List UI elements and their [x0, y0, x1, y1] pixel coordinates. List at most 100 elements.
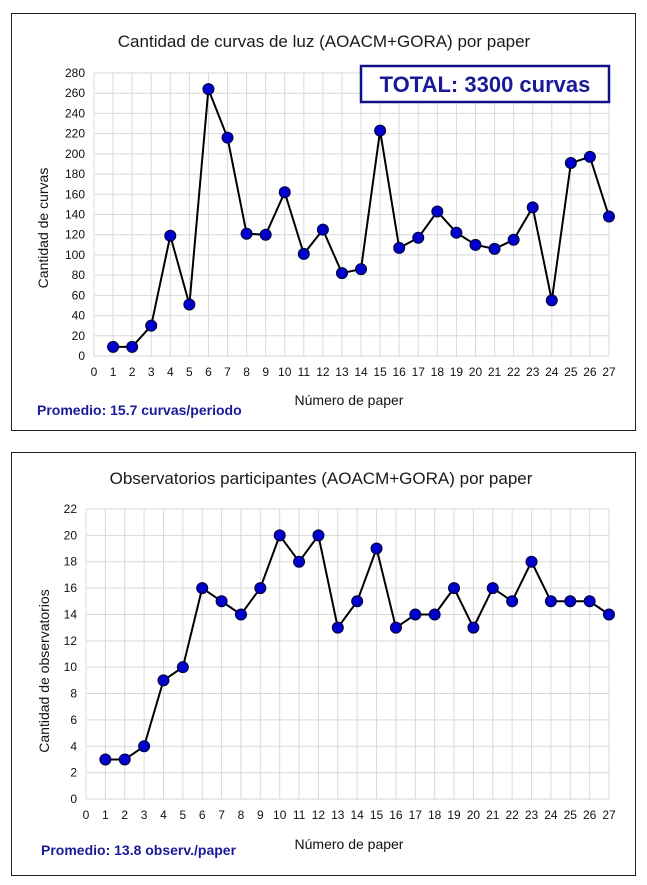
observatories-x-tick-label: 4	[160, 808, 167, 822]
curves-x-tick-label: 24	[545, 365, 559, 379]
observatories-point	[603, 608, 615, 621]
curves-point	[469, 238, 482, 251]
observatories-point	[564, 595, 577, 608]
observatories-y-tick-label: 20	[64, 528, 78, 542]
curves-point	[545, 294, 558, 307]
curves-x-tick-label: 0	[91, 365, 98, 379]
observatories-chart: Observatorios participantes (AOACM+GORA)…	[36, 469, 616, 858]
observatories-point	[293, 555, 306, 568]
observatories-y-tick-label: 22	[64, 502, 78, 516]
curves-x-tick-label: 27	[602, 365, 616, 379]
observatories-x-tick-label: 3	[141, 808, 148, 822]
observatories-y-tick-label: 0	[70, 792, 77, 806]
observatories-point	[138, 740, 151, 753]
curves-x-tick-label: 12	[316, 365, 330, 379]
observatories-x-tick-label: 23	[525, 808, 539, 822]
curves-point	[183, 298, 196, 311]
curves-x-tick-label: 25	[564, 365, 578, 379]
curves-y-tick-label: 240	[65, 106, 85, 120]
curves-chart-y-ticks: 0 20 40 60 80 100 120 140 160 180 200 220 240 260 280	[65, 66, 85, 363]
observatories-point	[176, 661, 189, 674]
observatories-x-tick-label: 25	[564, 808, 578, 822]
observatories-x-tick-label: 1	[102, 808, 109, 822]
curves-chart-title: Cantidad de curvas de luz (AOACM+GORA) p…	[118, 32, 531, 51]
observatories-x-tick-label: 16	[389, 808, 403, 822]
observatories-point	[448, 582, 461, 595]
observatories-point	[409, 608, 422, 621]
curves-y-tick-label: 0	[78, 349, 85, 363]
curves-y-tick-label: 100	[65, 248, 85, 262]
observatories-point	[370, 542, 383, 555]
observatories-point	[428, 608, 441, 621]
curves-point	[164, 229, 177, 242]
curves-point	[259, 228, 272, 241]
observatories-x-tick-label: 9	[257, 808, 264, 822]
curves-x-tick-label: 19	[450, 365, 464, 379]
curves-x-tick-label: 8	[243, 365, 250, 379]
curves-y-tick-label: 220	[65, 127, 85, 141]
curves-x-tick-label: 18	[431, 365, 445, 379]
curves-point	[107, 340, 120, 353]
curves-point	[583, 150, 596, 163]
curves-point	[507, 233, 520, 246]
curves-x-tick-label: 13	[335, 365, 349, 379]
observatories-x-tick-label: 19	[447, 808, 461, 822]
curves-point	[603, 210, 615, 223]
observatories-y-tick-label: 10	[64, 660, 78, 674]
observatories-point	[544, 595, 557, 608]
observatories-chart-y-label: Cantidad de observatorios	[36, 589, 52, 752]
curves-x-tick-label: 17	[412, 365, 426, 379]
observatories-y-tick-label: 4	[70, 739, 77, 753]
curves-y-tick-label: 60	[72, 288, 86, 302]
curves-chart-y-label: Cantidad de curvas	[35, 168, 51, 289]
curves-y-tick-label: 260	[65, 86, 85, 100]
observatories-point	[312, 529, 325, 542]
observatories-y-tick-label: 2	[70, 766, 77, 780]
observatories-point	[389, 621, 402, 634]
curves-point	[431, 205, 444, 218]
curves-x-tick-label: 15	[373, 365, 387, 379]
curves-x-tick-label: 26	[583, 365, 597, 379]
observatories-x-tick-label: 12	[312, 808, 326, 822]
observatories-x-tick-label: 22	[505, 808, 519, 822]
observatories-chart-title: Observatorios participantes (AOACM+GORA)…	[110, 469, 533, 488]
curves-point	[278, 186, 291, 199]
curves-point	[316, 223, 329, 236]
curves-x-tick-label: 7	[224, 365, 231, 379]
curves-average-note: Promedio: 15.7 curvas/periodo	[37, 402, 242, 418]
observatories-point	[215, 595, 228, 608]
observatories-x-tick-label: 6	[199, 808, 206, 822]
curves-y-tick-label: 140	[65, 208, 85, 222]
observatories-point	[254, 582, 267, 595]
curves-point	[526, 201, 539, 214]
curves-point	[412, 231, 425, 244]
observatories-point	[525, 555, 538, 568]
curves-point	[488, 242, 501, 255]
curves-x-tick-label: 5	[186, 365, 193, 379]
observatories-y-tick-label: 6	[70, 713, 77, 727]
observatories-point	[273, 529, 286, 542]
curves-y-tick-label: 80	[72, 268, 86, 282]
curves-chart-panel: Cantidad de curvas de luz (AOACM+GORA) p…	[11, 13, 636, 431]
curves-x-tick-label: 22	[507, 365, 521, 379]
curves-x-tick-label: 4	[167, 365, 174, 379]
observatories-x-tick-label: 26	[583, 808, 597, 822]
curves-y-tick-label: 180	[65, 167, 85, 181]
curves-chart-x-label: Número de paper	[295, 392, 404, 408]
observatories-y-tick-label: 18	[64, 555, 78, 569]
curves-point	[221, 131, 234, 144]
observatories-x-tick-label: 8	[238, 808, 245, 822]
observatories-point	[234, 608, 247, 621]
observatories-point	[351, 595, 364, 608]
total-annotation-text: TOTAL: 3300 curvas	[380, 72, 591, 97]
curves-point	[126, 340, 139, 353]
curves-point	[450, 226, 463, 239]
observatories-average-note: Promedio: 13.8 observ./paper	[41, 842, 237, 858]
curves-point	[564, 156, 577, 169]
observatories-point	[118, 753, 131, 766]
observatories-point	[467, 621, 480, 634]
observatories-chart-y-ticks: 0 2 4 6 8 10 12 14 16 18 20 22	[64, 502, 78, 806]
curves-y-tick-label: 280	[65, 66, 85, 80]
observatories-point	[99, 753, 112, 766]
curves-chart-grid	[93, 72, 610, 357]
